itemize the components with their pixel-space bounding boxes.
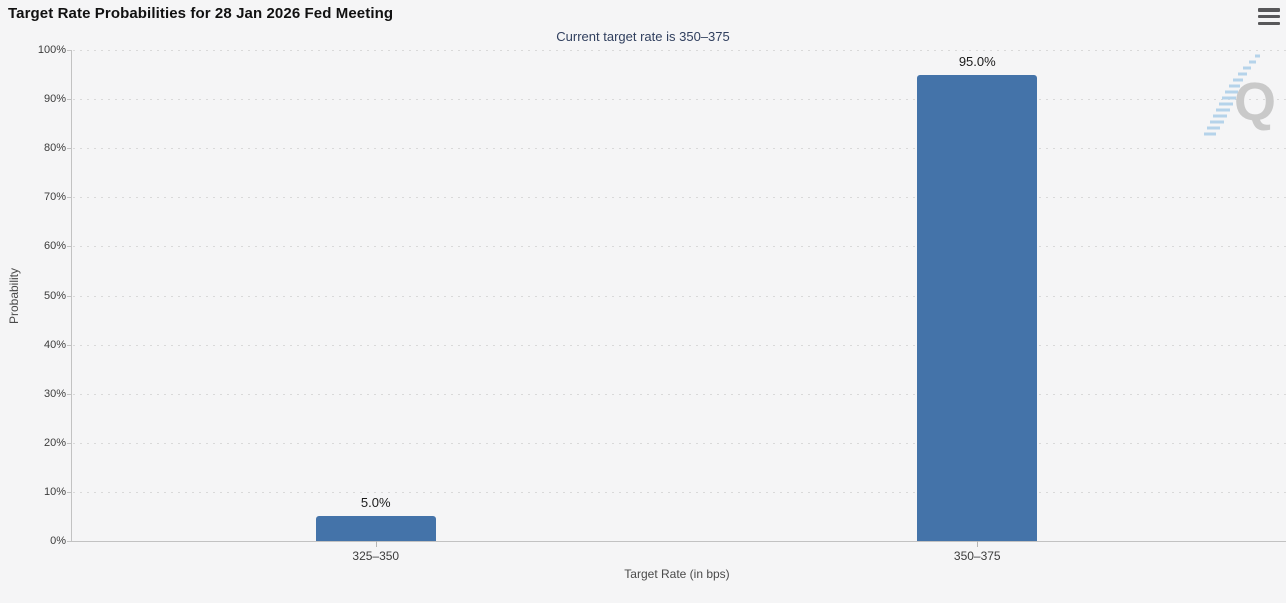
hamburger-bar [1258, 14, 1280, 19]
y-tick-mark [67, 491, 71, 493]
gridline [73, 491, 1286, 493]
y-tick-label: 60% [43, 240, 66, 253]
y-tick-mark [67, 197, 71, 199]
y-tick-mark [67, 393, 71, 395]
x-tick-mark [375, 541, 377, 547]
gridline [73, 148, 1286, 150]
x-tick-mark [977, 541, 979, 547]
y-tick-label: 70% [43, 191, 66, 204]
x-axis-title: Target Rate (in bps) [624, 567, 730, 581]
gridline [73, 295, 1286, 297]
gridline [73, 344, 1286, 346]
x-tick-label: 350–375 [953, 549, 1001, 563]
gridline [73, 99, 1286, 101]
y-tick-mark [67, 344, 71, 346]
bar[interactable] [917, 74, 1038, 541]
hamburger-bar [1258, 8, 1280, 12]
y-tick-mark [67, 295, 71, 297]
bar-value-label: 5.0% [360, 495, 391, 511]
current-target-rate-subtitle: Current target rate is 350–375 [556, 29, 730, 44]
y-tick-mark [67, 148, 71, 150]
gridline [73, 246, 1286, 248]
y-tick-label: 30% [43, 387, 66, 400]
y-tick-label: 100% [37, 44, 66, 56]
y-tick-mark [67, 50, 71, 51]
watermark-q-letter: Q [1234, 72, 1276, 132]
y-tick-label: 20% [43, 436, 66, 449]
bar-value-label: 95.0% [958, 53, 996, 69]
y-tick-mark [67, 246, 71, 248]
gridline [73, 393, 1286, 395]
y-tick-label: 40% [43, 338, 66, 351]
y-tick-label: 80% [43, 142, 66, 155]
y-tick-label: 90% [43, 93, 66, 106]
x-tick-label: 325–350 [352, 549, 400, 563]
y-tick-label: 10% [43, 485, 66, 498]
chart-title: Target Rate Probabilities for 28 Jan 202… [8, 5, 394, 22]
y-tick-label: 0% [50, 535, 66, 547]
y-axis-line [71, 50, 72, 541]
hamburger-bar [1258, 21, 1280, 25]
y-tick-mark [67, 541, 71, 542]
y-tick-mark [67, 442, 71, 444]
bar[interactable] [315, 516, 436, 541]
gridline [73, 197, 1286, 199]
hamburger-menu-icon[interactable] [1258, 8, 1280, 25]
x-axis-line [71, 541, 1286, 542]
y-tick-mark [67, 99, 71, 101]
watermark-swoosh-icon [1204, 54, 1260, 136]
gridline [73, 50, 1286, 51]
quikstrike-logo-watermark: Q [1204, 54, 1276, 136]
gridline [73, 442, 1286, 444]
y-tick-label: 50% [43, 289, 66, 302]
